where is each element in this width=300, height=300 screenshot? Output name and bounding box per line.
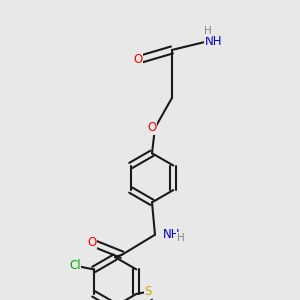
Text: O: O (87, 236, 97, 249)
Text: NH: NH (163, 228, 180, 241)
Text: S: S (144, 285, 152, 298)
Text: H: H (177, 233, 184, 243)
Text: NH: NH (205, 35, 222, 49)
Text: O: O (147, 122, 157, 134)
Text: Cl: Cl (69, 259, 81, 272)
Text: O: O (134, 53, 142, 66)
Text: H: H (204, 26, 212, 37)
